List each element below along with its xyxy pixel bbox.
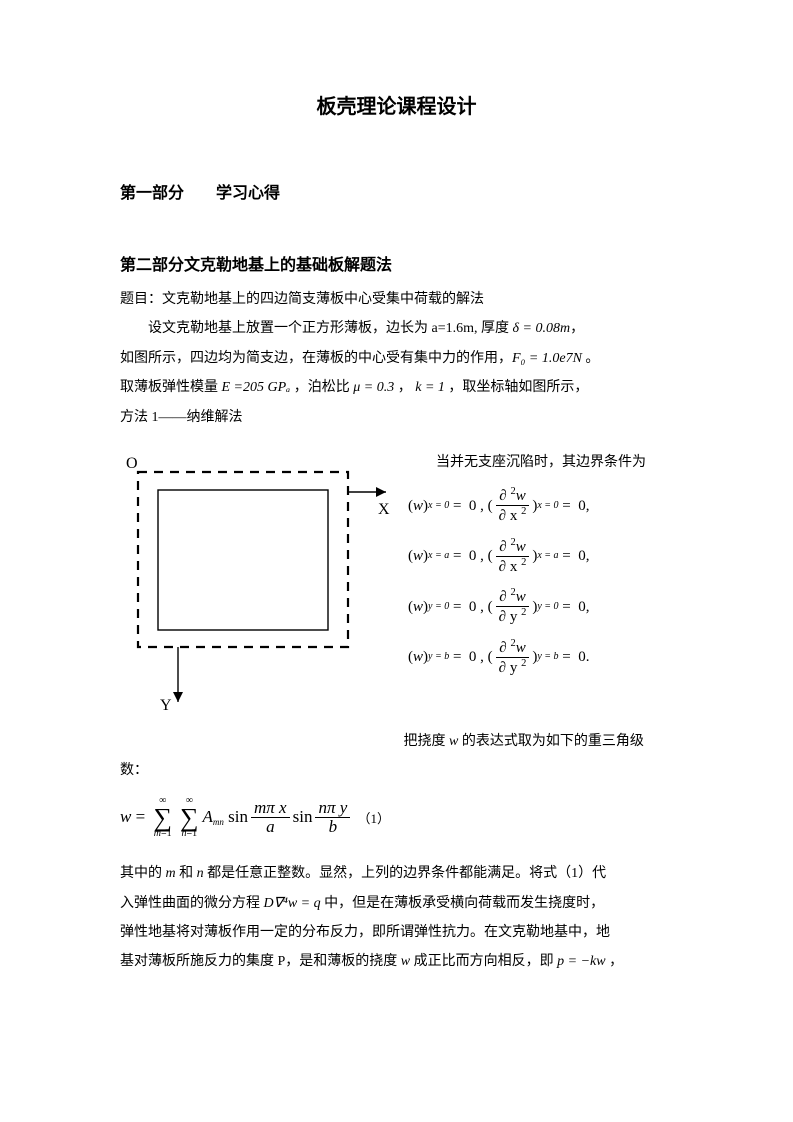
p5eq: D∇⁴w = q bbox=[264, 896, 321, 911]
body-p6: 弹性地基将对薄板作用一定的分布反力，即所谓弹性抗力。在文克勒地基中，地 bbox=[120, 918, 673, 947]
bc-row-1: ( w )x = 0 = 0 , ( ∂ 2w∂ x 2 )x = 0 = 0 … bbox=[408, 486, 673, 525]
diagram-container: O X Y bbox=[120, 452, 400, 717]
bc1-sub2: x = 0 bbox=[537, 498, 558, 514]
p2-tail: 。 bbox=[582, 351, 600, 366]
bc-row-2: ( w )x = a = 0 , ( ∂ 2w∂ x 2 )x = a = 0 … bbox=[408, 537, 673, 576]
body-p5: 入弹性曲面的微分方程 D∇⁴w = q 中，但是在薄板承受横向荷载而发生挠度时， bbox=[120, 889, 673, 918]
x-arrowhead bbox=[376, 487, 386, 497]
var-m: m bbox=[166, 866, 176, 881]
series-intro-b: 的表达式取为如下的重三角级 bbox=[462, 734, 644, 749]
eq1-label: （1） bbox=[358, 808, 391, 827]
bc4-den: ∂ y bbox=[499, 660, 518, 676]
section2-heading: 第二部分文克勒地基上的基础板解题法 bbox=[120, 251, 673, 275]
k-expr: k = 1 bbox=[415, 380, 445, 395]
series-intro-w: w bbox=[449, 734, 458, 749]
outer-boundary bbox=[138, 472, 348, 647]
plate-diagram: O X Y bbox=[120, 452, 400, 712]
x-label: X bbox=[378, 501, 390, 518]
equation-1: w = ∞∑m=1 ∞∑n=1 Amn sin mπ xa sin nπ yb … bbox=[120, 796, 673, 839]
e-expr: E =205 bbox=[222, 380, 265, 395]
bc3-sub1: y = 0 bbox=[428, 599, 449, 615]
bc2-sub2: x = a bbox=[537, 548, 558, 564]
p7eq: p = −kw bbox=[557, 954, 605, 969]
bc-intro-text: 当并无支座沉陷时，其边界条件为 bbox=[436, 455, 646, 470]
p4b: 都是任意正整数。显然，上列的边界条件都能满足。将式（1）代 bbox=[207, 866, 606, 881]
method1: 方法 1——纳维解法 bbox=[120, 403, 673, 432]
series-intro: 把挠度 w 的表达式取为如下的重三角级 bbox=[120, 727, 673, 756]
bc3-sub2: y = 0 bbox=[537, 599, 558, 615]
p2a: 如图所示，四边均为简支边，在薄板的中心受有集中力的作用， bbox=[120, 351, 512, 366]
bc3-den: ∂ y bbox=[499, 609, 518, 625]
p3a: 取薄板弹性模量 bbox=[120, 380, 218, 395]
p5a: 入弹性曲面的微分方程 bbox=[120, 896, 260, 911]
p7a: 基对薄板所施反力的集度 P，是和薄板的挠度 bbox=[120, 954, 397, 969]
y-label: Y bbox=[160, 697, 172, 712]
p7b: 成正比而方向相反，即 bbox=[414, 954, 554, 969]
series-intro-a: 把挠度 bbox=[404, 734, 446, 749]
bc1-den: ∂ x bbox=[499, 508, 518, 524]
bc2-sub1: x = a bbox=[428, 548, 449, 564]
bc3-tail: , bbox=[586, 595, 590, 619]
y-arrowhead bbox=[173, 692, 183, 702]
p1-tail: ， bbox=[570, 321, 584, 336]
body-p7: 基对薄板所施反力的集度 P，是和薄板的挠度 w 成正比而方向相反，即 p = −… bbox=[120, 947, 673, 976]
problem-title: 文克勒地基上的四边简支薄板中心受集中荷载的解法 bbox=[162, 292, 484, 307]
para-setup-1: 设文克勒地基上放置一个正方形薄板，边长为 a=1.6m, 厚度 δ = 0.08… bbox=[120, 314, 673, 343]
bc4-tail: . bbox=[586, 645, 590, 669]
problem-label: 题目： bbox=[120, 292, 162, 307]
bc-row-4: ( w )y = b = 0 , ( ∂ 2w∂ y 2 )y = b = 0 … bbox=[408, 638, 673, 677]
p7c: ， bbox=[609, 954, 623, 969]
section1-heading: 第一部分 学习心得 bbox=[120, 179, 673, 203]
page-title: 板壳理论课程设计 bbox=[120, 90, 673, 119]
and: 和 bbox=[179, 866, 193, 881]
p5b: 中，但是在薄板承受横向荷载而发生挠度时， bbox=[324, 896, 604, 911]
p1a: 设文克勒地基上放置一个正方形薄板，边长为 a=1.6m, 厚度 bbox=[148, 321, 509, 336]
problem-line: 题目：文克勒地基上的四边简支薄板中心受集中荷载的解法 bbox=[120, 285, 673, 314]
bc2-den: ∂ x bbox=[499, 559, 518, 575]
bc4-sub2: y = b bbox=[537, 649, 558, 665]
bc4-sub1: y = b bbox=[428, 649, 449, 665]
inner-plate bbox=[158, 490, 328, 630]
para-setup-2: 如图所示，四边均为简支边，在薄板的中心受有集中力的作用，F₀ = 1.0e7N … bbox=[120, 344, 673, 373]
series-intro-c: 数： bbox=[120, 756, 673, 785]
o-label: O bbox=[126, 455, 138, 472]
gpa: GPₐ bbox=[268, 380, 291, 395]
p4a: 其中的 bbox=[120, 866, 162, 881]
var-n: n bbox=[197, 866, 204, 881]
bc2-tail: , bbox=[586, 544, 590, 568]
body-p4: 其中的 m 和 n 都是任意正整数。显然，上列的边界条件都能满足。将式（1）代 bbox=[120, 859, 673, 888]
mu-expr: μ = 0.3 bbox=[353, 380, 394, 395]
force-expr: F₀ = 1.0e7N bbox=[512, 351, 582, 366]
p7w: w bbox=[401, 954, 410, 969]
delta-expr: δ = 0.08m bbox=[513, 321, 571, 336]
para-setup-3: 取薄板弹性模量 E =205 GPₐ ，泊松比 μ = 0.3 ， k = 1 … bbox=[120, 373, 673, 402]
bc1-sub1: x = 0 bbox=[428, 498, 449, 514]
bc1-tail: , bbox=[586, 494, 590, 518]
p3m2: ， bbox=[398, 380, 412, 395]
bc-row-3: ( w )y = 0 = 0 , ( ∂ 2w∂ y 2 )y = 0 = 0 … bbox=[408, 587, 673, 626]
p3m3: ，取坐标轴如图所示， bbox=[448, 380, 588, 395]
p3m1: ，泊松比 bbox=[294, 380, 350, 395]
bc-intro: 当并无支座沉陷时，其边界条件为 bbox=[408, 452, 673, 474]
